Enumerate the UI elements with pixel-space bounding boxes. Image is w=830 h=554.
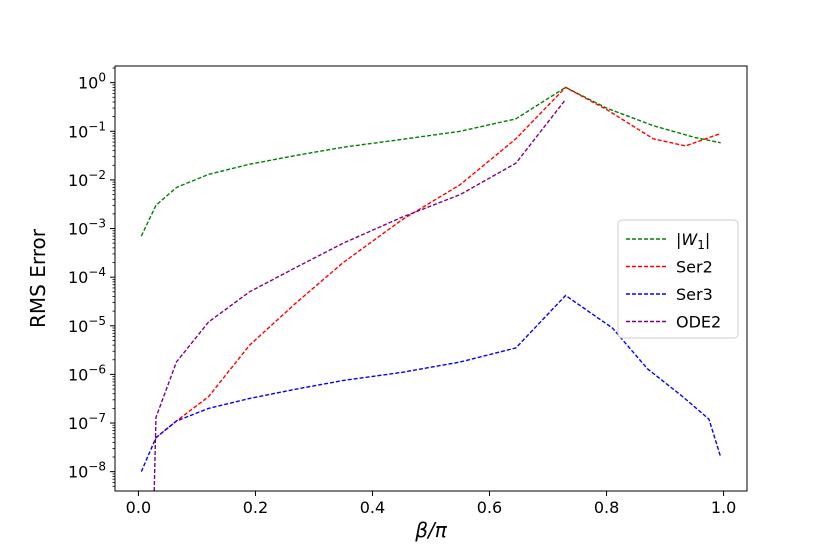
series-line-ode2 [153, 99, 567, 491]
y-tick-label: 10−5 [68, 314, 106, 336]
y-axis: 10−8 10−7 10−6 10−5 10−4 10−3 10−2 10−1 100 [68, 67, 115, 487]
y-tick-label: 10−1 [68, 119, 106, 141]
series-line-w1 [140, 86, 721, 237]
y-axis-label: RMS Error [26, 228, 50, 328]
x-tick-label: 0.8 [594, 498, 619, 517]
y-tick-label: 100 [78, 71, 106, 93]
legend-entry: ODE2 [676, 313, 721, 332]
series-layer [140, 86, 722, 491]
x-tick-label: 0.2 [243, 498, 268, 517]
x-tick-label: 0.0 [126, 498, 151, 517]
y-tick-label: 10−7 [68, 411, 106, 433]
series-line-ser3 [140, 294, 722, 472]
legend-entry: |W1| [676, 230, 710, 252]
y-tick-label: 10−4 [68, 265, 106, 287]
legend-entry: Ser3 [676, 285, 713, 304]
x-tick-label: 1.0 [711, 498, 736, 517]
y-tick-label: 10−2 [68, 168, 106, 190]
y-tick-label: 10−6 [68, 362, 106, 384]
x-axis: 0.0 0.2 0.4 0.6 0.8 1.0 [126, 491, 736, 517]
x-tick-label: 0.6 [477, 498, 502, 517]
x-tick-label: 0.4 [360, 498, 385, 517]
legend: |W1| Ser2 Ser3 ODE2 [617, 219, 739, 339]
x-axis-label: β/π [414, 518, 448, 542]
legend-box [617, 219, 739, 339]
series-line-ser2 [155, 86, 721, 439]
plot-frame [114, 65, 748, 492]
legend-entry: Ser2 [676, 258, 713, 277]
y-tick-label: 10−3 [68, 217, 106, 239]
y-tick-label: 10−8 [68, 460, 106, 482]
